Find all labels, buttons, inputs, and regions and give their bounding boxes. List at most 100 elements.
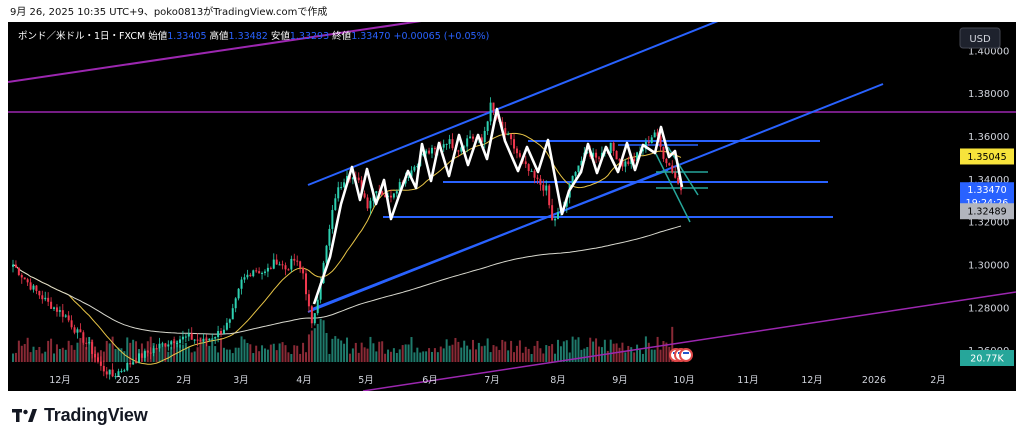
volume-bar [12, 353, 14, 362]
volume-bar [208, 345, 211, 362]
brand-name: TradingView [44, 404, 148, 425]
candle-body [448, 139, 451, 144]
candle-body [656, 132, 659, 137]
volume-bar [310, 330, 313, 362]
volume-bar [474, 349, 477, 362]
volume-bar [521, 352, 524, 362]
volume-bar [231, 353, 234, 362]
candle-body [79, 329, 82, 333]
candle-body [55, 307, 58, 312]
candle-body [278, 264, 281, 266]
event-icons[interactable] [669, 348, 693, 362]
volume-bar [378, 341, 381, 362]
candle-body [67, 315, 70, 321]
volume-bar [307, 334, 310, 362]
volume-bar [501, 339, 504, 362]
candle-body [14, 264, 17, 268]
candle-body [158, 343, 161, 349]
candle-body [612, 142, 615, 151]
volume-bar [583, 348, 586, 362]
candle-body [510, 134, 513, 140]
volume-bar [67, 340, 70, 362]
candle-body [574, 171, 577, 176]
volume-bar [653, 349, 656, 362]
price-axis-label: 1.36000 [968, 132, 1009, 143]
volume-bar [102, 351, 105, 362]
candle-body [316, 299, 319, 314]
time-axis-label: 10月 [673, 375, 695, 386]
volume-bar [469, 349, 472, 362]
volume-bar [214, 346, 217, 362]
candle-body [196, 339, 199, 341]
volume-bar [190, 352, 193, 362]
volume-bar [252, 353, 255, 362]
candle-body [249, 274, 252, 277]
time-axis-label: 8月 [550, 375, 566, 386]
time-axis[interactable]: 12月 2025 2月 3月 4月 5月 6月 7月 8月 9月 10月 11月 12月 2026 2月 [49, 375, 946, 386]
candle-body [193, 339, 196, 341]
volume-bar [451, 344, 454, 362]
candle-body [366, 197, 369, 209]
usd-button[interactable] [959, 27, 1001, 49]
volume-bar [392, 348, 395, 362]
price-axis[interactable]: 1.40000 1.38000 1.36000 1.34000 1.32000 1.300… [959, 27, 1009, 357]
volume-bar [58, 348, 61, 362]
volume-bar [545, 345, 548, 362]
candle-body [480, 137, 483, 143]
candle-body [126, 362, 129, 371]
volume-bar [556, 339, 559, 362]
candle-body [665, 158, 668, 164]
volume-bar [559, 346, 562, 362]
candle-body [457, 150, 460, 152]
candle-body [266, 267, 269, 272]
candle-body [38, 290, 41, 296]
candle-body [305, 273, 307, 295]
volume-bar [47, 340, 50, 362]
candle-body [76, 329, 79, 333]
volume-bar [263, 348, 266, 362]
magenta-channel-lower [362, 291, 1016, 391]
candle-body [395, 191, 398, 194]
volume-bar [205, 337, 208, 362]
legend-close-value: 1.33470 [351, 31, 393, 42]
usd-button-label: USD [969, 34, 991, 45]
price-chart[interactable]: 1.40000 1.38000 1.36000 1.34000 1.32000 1.300… [8, 22, 1016, 391]
price-tag-upper: 1.35045 [967, 152, 1006, 163]
candle-body [615, 150, 618, 160]
candle-body [296, 260, 299, 262]
legend-low-label: 安値 [271, 30, 291, 42]
candle-body [530, 170, 533, 172]
volume-bar [176, 340, 179, 362]
volume-bar [565, 340, 568, 362]
us-flag-event-icon [679, 348, 693, 362]
volume-bar [647, 342, 650, 362]
candle-body [85, 342, 88, 344]
volume-bar [99, 350, 102, 362]
candle-body [653, 132, 656, 138]
volume-bar [211, 338, 214, 362]
candle-body [469, 136, 472, 139]
candle-body [23, 277, 26, 280]
candle-body [41, 295, 44, 300]
chart-panel[interactable]: 1.40000 1.38000 1.36000 1.34000 1.32000 1.300… [8, 22, 1016, 391]
candle-body [269, 267, 272, 269]
candle-body [595, 152, 598, 158]
candle-body [598, 157, 600, 159]
tradingview-logo[interactable]: TradingView [12, 404, 148, 426]
moving-average-long [12, 225, 682, 335]
volume-bar [35, 349, 38, 362]
candle-body [624, 161, 627, 167]
volume-bar [401, 345, 404, 362]
legend-high-label: 高値 [210, 30, 230, 42]
blue-trendline-mid [311, 169, 669, 310]
candle-body [410, 170, 413, 177]
volume-bar [624, 352, 627, 362]
volume-bar [384, 353, 387, 362]
volume-bar [515, 345, 518, 362]
candle-body [548, 185, 551, 206]
volume-bar [284, 345, 287, 362]
volume-bar [495, 346, 498, 362]
volume-bar [419, 352, 422, 362]
volume-bar [105, 340, 108, 362]
